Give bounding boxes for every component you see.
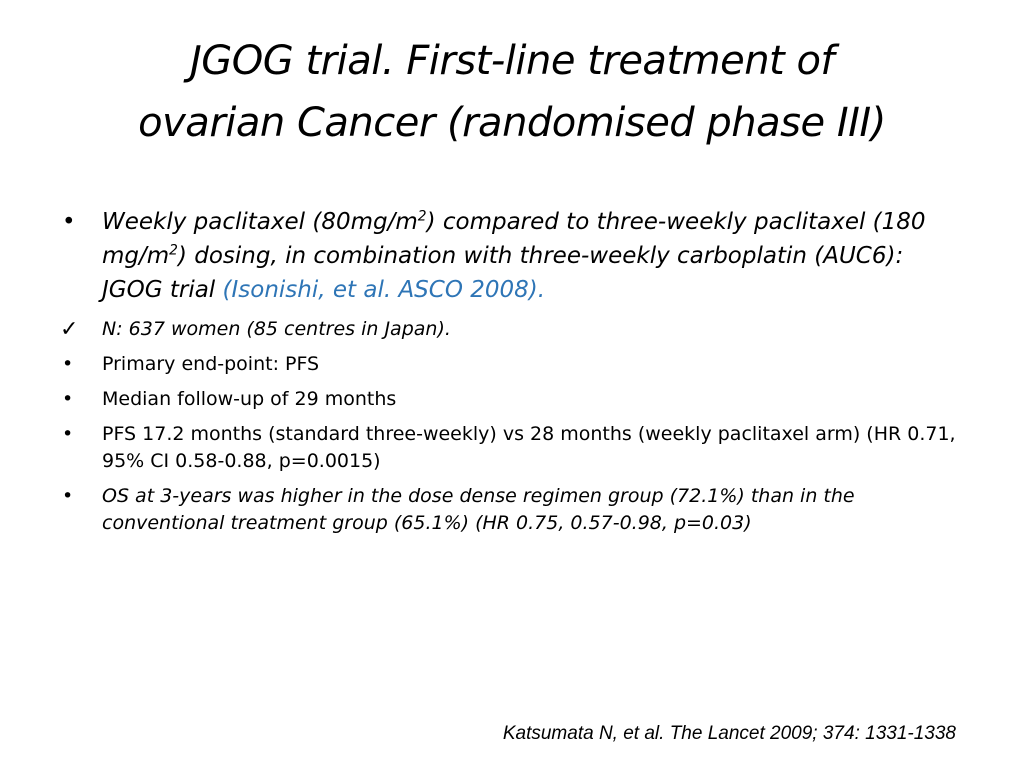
bullet-icon: • — [62, 423, 74, 445]
bullet-text: Median follow-up of 29 months — [102, 388, 397, 410]
slide-title-line-1: JGOG trial. First-line treatment of — [189, 38, 835, 84]
bullet-item-pfs-result: • PFS 17.2 months (standard three-weekly… — [60, 421, 960, 475]
citation-footer: Katsumata N, et al. The Lancet 2009; 374… — [502, 723, 956, 744]
bullet-icon: • — [62, 388, 74, 410]
bullet-item-sample-size: ✓ N: 637 women (85 centres in Japan). — [60, 316, 960, 343]
bullet-item-weekly-paclitaxel: • Weekly paclitaxel (80mg/m2) compared t… — [60, 205, 960, 307]
superscript-2: 2 — [169, 242, 178, 259]
checkmark-icon: ✓ — [60, 317, 79, 342]
bullet-icon: • — [62, 485, 74, 507]
bullet-text-part-c: ) dosing, in combination with three-week… — [102, 243, 904, 303]
bullet-item-primary-endpoint: • Primary end-point: PFS — [60, 351, 960, 378]
bullet-text: OS at 3-years was higher in the dose den… — [102, 485, 855, 534]
bullet-text-part-b: ) compared to three-weekly paclitaxel (1… — [102, 209, 926, 269]
bullet-text: Primary end-point: PFS — [102, 353, 320, 375]
bullet-item-os-result: • OS at 3-years was higher in the dose d… — [60, 483, 960, 537]
superscript-2: 2 — [417, 208, 427, 225]
bullet-icon: • — [62, 209, 76, 235]
bullet-text-part-a: Weekly paclitaxel (80mg/m — [102, 209, 418, 235]
slide-title: JGOG trial. First-line treatment of ovar… — [40, 30, 984, 154]
reference-citation: (Isonishi, et al. ASCO 2008). — [222, 277, 546, 303]
bullet-list: • Weekly paclitaxel (80mg/m2) compared t… — [60, 205, 960, 545]
bullet-icon: • — [62, 353, 74, 375]
bullet-text: N: 637 women (85 centres in Japan). — [102, 318, 451, 340]
slide-title-line-2: ovarian Cancer (randomised phase III) — [138, 100, 886, 146]
bullet-text: PFS 17.2 months (standard three-weekly) … — [102, 423, 956, 472]
bullet-item-follow-up: • Median follow-up of 29 months — [60, 386, 960, 413]
